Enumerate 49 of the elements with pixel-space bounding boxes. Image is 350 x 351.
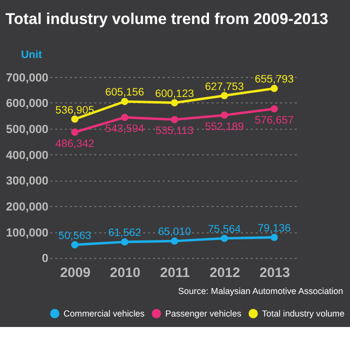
point [170, 99, 178, 106]
chart-title: Total industry volume trend from 2009-2013 [5, 11, 329, 28]
data-label: 65,010 [158, 226, 191, 238]
data-label: 486,342 [55, 138, 94, 150]
point [71, 241, 78, 248]
y-axis-title: Unit [21, 48, 42, 61]
y-tick-label: 400,000 [6, 148, 49, 162]
point [121, 98, 128, 106]
x-tick-label: 2011 [160, 264, 190, 280]
data-label: 655,793 [254, 74, 294, 86]
legend-label: Commercial vehicles [64, 308, 146, 319]
data-label: 605,156 [105, 86, 144, 99]
point [270, 105, 278, 112]
y-tick-label: 700,000 [6, 71, 49, 84]
point [71, 116, 78, 123]
y-tick-label: 300,000 [6, 174, 49, 188]
point [121, 114, 128, 122]
y-tick-label: 100,000 [6, 226, 49, 240]
x-tick-label: 2012 [210, 264, 240, 280]
x-tick-label: 2010 [110, 264, 141, 280]
y-tick-label: 200,000 [6, 200, 49, 214]
data-label: 61,562 [108, 227, 142, 240]
point [121, 238, 128, 246]
data-label: 536,905 [55, 104, 94, 116]
x-tick-label: 2009 [60, 264, 91, 280]
point [170, 116, 178, 124]
source-note: Source: Malaysian Automotive Association [178, 286, 344, 296]
data-label: 600,123 [155, 88, 194, 100]
point [270, 234, 278, 242]
data-label: 79,136 [258, 222, 291, 235]
point [71, 128, 78, 136]
point [220, 234, 228, 242]
y-tick-label: 0 [42, 252, 49, 266]
legend-label: Total industry volume [262, 308, 345, 319]
y-tick-label: 500,000 [6, 123, 49, 136]
data-label: 543,594 [105, 123, 144, 136]
data-label: 50,563 [58, 230, 92, 242]
data-label: 552,189 [204, 120, 244, 133]
data-label: 627,753 [204, 80, 244, 93]
y-tick-label: 600,000 [6, 97, 49, 110]
data-label: 535,113 [155, 125, 194, 138]
point [170, 237, 178, 245]
point [270, 84, 278, 92]
data-label: 576,657 [254, 114, 294, 127]
x-tick-label: 2013 [260, 264, 290, 280]
data-label: 75,564 [208, 223, 241, 236]
point [220, 112, 228, 119]
legend-label: Passenger vehicles [165, 308, 242, 319]
point [220, 92, 228, 100]
